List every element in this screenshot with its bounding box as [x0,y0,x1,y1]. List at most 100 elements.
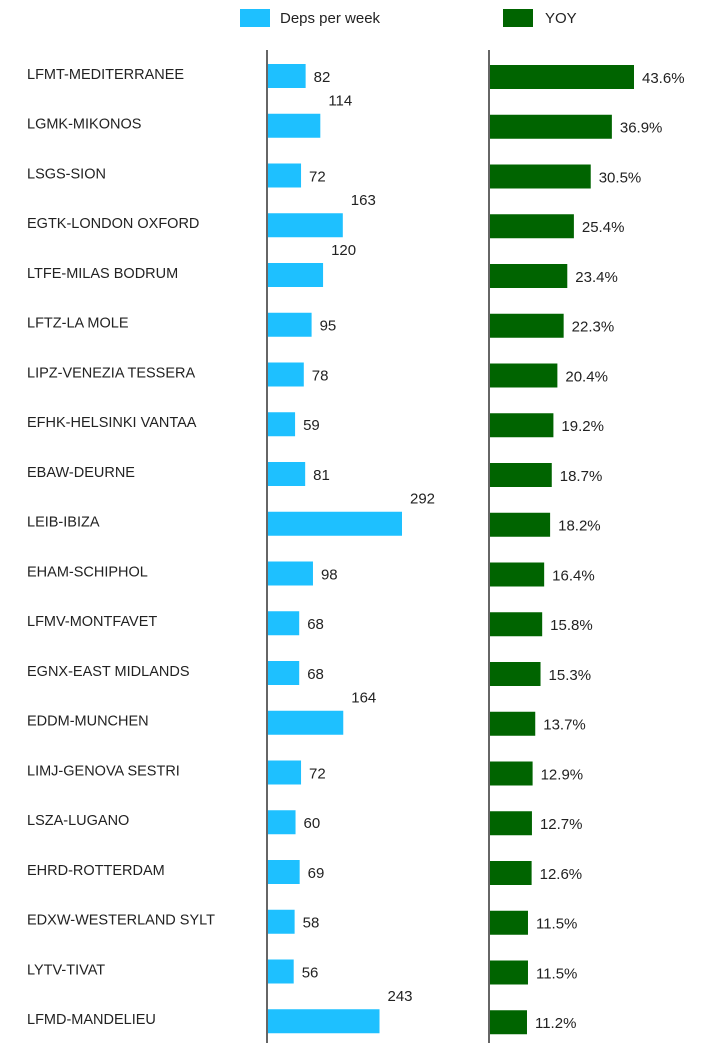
bar [268,412,296,437]
bar [490,1010,527,1035]
category-label: LFMV-MONTFAVET [27,614,157,630]
value-label: 12.6% [540,866,583,883]
legend-swatch [503,9,533,27]
value-label: 23.4% [575,269,618,286]
value-label: 30.5% [599,169,642,186]
value-label: 11.5% [536,916,577,933]
value-label: 69 [308,865,325,882]
bar [490,960,528,985]
bar [490,811,532,836]
value-label: 82 [314,69,331,86]
bar [268,611,300,636]
bar [268,64,306,88]
category-label: EHRD-ROTTERDAM [27,863,165,879]
bar [490,313,564,338]
bar [268,661,300,685]
category-label: LFMT-MEDITERRANEE [27,67,184,83]
bar [268,710,344,735]
category-label: LFMD-MANDELIEU [27,1012,156,1028]
category-label: EDDM-MUNCHEN [27,714,149,730]
category-label: EBAW-DEURNE [27,465,135,481]
value-label: 36.9% [620,120,663,137]
value-label: 292 [410,491,435,508]
bar [490,65,634,89]
bar [268,263,324,287]
category-label: EGTK-LONDON OXFORD [27,216,199,232]
value-label: 72 [309,168,326,185]
bar [490,363,558,388]
bar [268,312,312,337]
value-label: 78 [312,367,329,384]
category-label: LIMJ-GENOVA SESTRI [27,763,180,779]
legend-label: YOY [545,10,577,27]
value-label: 95 [320,318,337,335]
category-label: LSGS-SION [27,166,106,182]
value-label: 58 [303,915,320,932]
bar [268,810,296,835]
bar [490,264,568,288]
bar [490,910,528,935]
category-label: EDXW-WESTERLAND SYLT [27,913,215,929]
bar [490,214,574,239]
bar [268,860,300,884]
value-label: 16.4% [552,567,595,584]
bar [490,761,533,786]
bar [490,662,541,686]
bar [490,612,543,637]
value-label: 72 [309,765,326,782]
bar [268,113,321,138]
category-label: EFHK-HELSINKI VANTAA [27,415,197,431]
bar [268,909,295,934]
legend-label: Deps per week [280,10,381,27]
bar [490,562,545,587]
category-label: LSZA-LUGANO [27,813,129,829]
bar [490,861,532,885]
category-label: LYTV-TIVAT [27,962,105,978]
value-label: 163 [351,192,376,209]
value-label: 12.7% [540,816,583,833]
bar [268,561,313,586]
category-label: LFTZ-LA MOLE [27,316,129,332]
value-label: 81 [313,467,330,484]
value-label: 12.9% [541,766,584,783]
bar [490,114,612,139]
value-label: 243 [388,988,413,1005]
value-label: 18.2% [558,518,601,535]
bar [268,1009,380,1034]
value-label: 114 [328,93,352,110]
legend-swatch [240,9,270,27]
value-label: 68 [307,616,324,633]
bar [268,213,343,238]
category-label: LEIB-IBIZA [27,515,100,531]
bar [490,413,554,438]
value-label: 120 [331,242,356,259]
value-label: 19.2% [561,418,604,435]
bar [268,163,302,188]
value-label: 164 [351,690,376,707]
bar [490,463,552,487]
bar [490,711,536,736]
value-label: 98 [321,566,338,583]
bar [268,462,306,486]
value-label: 43.6% [642,70,685,87]
category-label: LIPZ-VENEZIA TESSERA [27,365,195,381]
category-label: EHAM-SCHIPHOL [27,564,148,580]
value-label: 20.4% [565,368,608,385]
bar [268,959,294,984]
value-label: 22.3% [572,319,615,336]
bar [490,512,551,537]
value-label: 11.5% [536,965,577,982]
value-label: 11.2% [535,1015,576,1032]
value-label: 15.8% [550,617,593,634]
value-label: 18.7% [560,468,603,485]
bar [490,164,591,189]
value-label: 13.7% [543,717,586,734]
value-label: 25.4% [582,219,625,236]
bar [268,760,302,785]
category-label: EGNX-EAST MIDLANDS [27,664,190,680]
bar [268,362,304,387]
category-label: LGMK-MIKONOS [27,117,141,133]
value-label: 59 [303,417,320,434]
category-label: LTFE-MILAS BODRUM [27,266,178,282]
